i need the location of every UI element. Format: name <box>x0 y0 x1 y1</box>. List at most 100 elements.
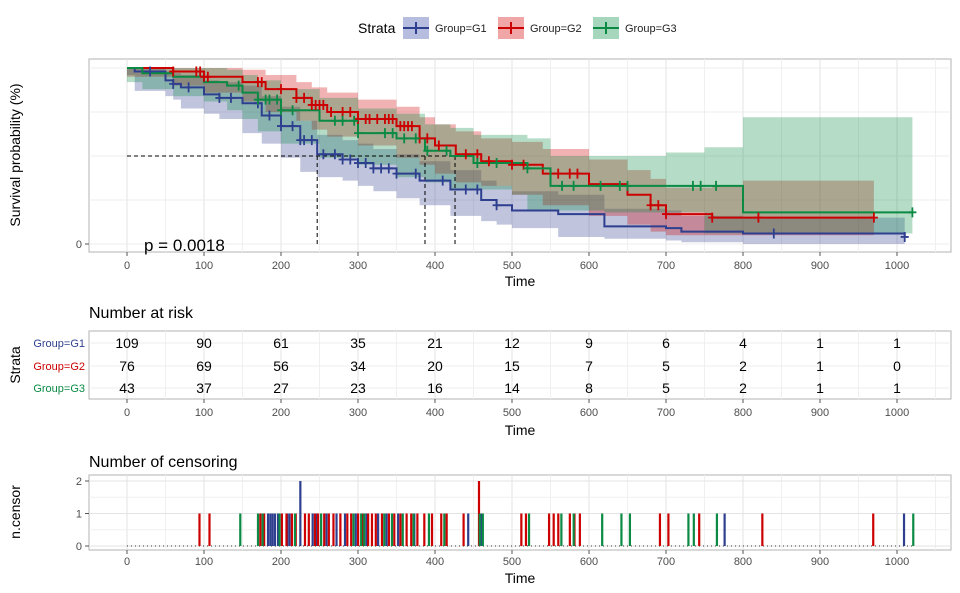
risk-table-cell: 56 <box>273 358 289 374</box>
censoring-bar-g3 <box>692 513 695 546</box>
censoring-panel: Number of censoring 0 100 200 300 400 500 600 7… <box>7 454 952 586</box>
risk-table-cell: 69 <box>196 358 212 374</box>
censoring-bar-g2 <box>259 513 262 546</box>
censor-mark-g3 <box>265 94 274 105</box>
censoring-bar-g3 <box>352 513 355 546</box>
censor-mark-g1 <box>438 175 447 186</box>
censor-mark-g3 <box>442 145 451 156</box>
censor-mark-g1 <box>769 228 778 239</box>
censoring-x-tick-label: 900 <box>811 556 829 568</box>
censoring-bar-g1 <box>467 513 470 546</box>
censor-mark-g2 <box>565 168 574 179</box>
censor-mark-g1 <box>277 121 285 132</box>
risk-x-tick-label: 1000 <box>885 407 909 419</box>
risk-table-cell: 76 <box>119 358 135 374</box>
risk-table-cell: 20 <box>427 358 443 374</box>
censoring-bar-g1 <box>902 513 906 546</box>
censor-mark-g3 <box>596 180 605 191</box>
censor-mark-g2 <box>292 92 301 103</box>
censoring-bars <box>127 481 915 547</box>
risk-table-cell: 6 <box>662 335 670 351</box>
censor-mark-g2 <box>662 209 670 220</box>
risk-x-tick-label: 800 <box>734 407 752 419</box>
censoring-bar-g2 <box>445 513 448 546</box>
censor-mark-g1 <box>411 168 420 179</box>
risk-table-panel: Number at risk 109 90 61 35 21 12 9 6 4 1 176 69 56 3… <box>7 305 952 438</box>
censoring-bar-g3 <box>912 513 915 546</box>
censor-mark-g2 <box>354 114 362 125</box>
censoring-bar-g2 <box>285 513 288 546</box>
risk-table-cell: 0 <box>893 358 901 374</box>
risk-strata-label-g1: Group=G1 <box>33 338 85 350</box>
censoring-bar-g1 <box>276 513 280 546</box>
censoring-bar-g2 <box>405 513 408 546</box>
censor-mark-g3 <box>492 158 501 169</box>
censor-mark-g2 <box>508 159 516 170</box>
censoring-bar-g2 <box>872 513 875 546</box>
risk-x-tick-label: 200 <box>272 407 290 419</box>
survival-x-tick-label: 400 <box>426 260 444 272</box>
risk-x-tick-label: 400 <box>426 407 444 419</box>
censor-mark-g3 <box>380 128 389 139</box>
censoring-bar-g3 <box>478 513 481 546</box>
risk-table-cell: 61 <box>273 335 289 351</box>
censor-mark-g2 <box>338 107 347 117</box>
censor-mark-g1 <box>492 200 501 211</box>
censoring-bar-g1 <box>288 513 291 546</box>
censor-mark-g3 <box>338 115 347 126</box>
censor-mark-g1 <box>330 149 339 160</box>
censoring-bar-g2 <box>393 513 396 546</box>
censoring-x-tick-label: 800 <box>734 556 752 568</box>
censoring-bar-g3 <box>601 513 604 546</box>
censoring-bar-g2 <box>290 513 293 546</box>
censoring-x-axis-title: Time <box>505 570 536 586</box>
risk-table-cells: 109 90 61 35 21 12 9 6 4 1 176 69 56 34 20 15 7 5 2 1 043 37 2… <box>115 335 901 396</box>
survival-curve-g3 <box>127 67 913 214</box>
risk-strata-label-g2: Group=G2 <box>33 361 85 373</box>
survival-x-tick-label: 900 <box>811 260 829 272</box>
risk-table-cell: 90 <box>196 335 212 351</box>
censoring-bar-g2 <box>350 513 353 546</box>
censor-mark-g1 <box>900 231 909 242</box>
censoring-bar-g2 <box>423 513 426 546</box>
censoring-title: Number of censoring <box>89 454 238 471</box>
censor-mark-g1 <box>384 163 393 174</box>
survival-x-tick-label: 500 <box>503 260 521 272</box>
censoring-y-axis-title: n.censor <box>7 485 23 539</box>
censoring-x-tick-label: 200 <box>272 556 290 568</box>
survival-y-tick-label: 0 <box>76 239 82 251</box>
survival-y-axis-title: Survival probability (%) <box>7 83 23 226</box>
risk-table-gridlines <box>89 331 951 399</box>
censoring-x-tick-label: 300 <box>349 556 367 568</box>
risk-strata-label-g3: Group=G3 <box>33 383 85 395</box>
censor-mark-g2 <box>196 66 205 77</box>
censoring-bar-g2 <box>307 513 310 546</box>
legend-title: Strata <box>358 20 396 36</box>
censoring-x-tick-label: 0 <box>124 556 130 568</box>
censoring-bar-g3 <box>363 513 366 546</box>
censoring-bar-g3 <box>278 513 281 546</box>
censor-mark-g3 <box>423 145 432 156</box>
censoring-bar-g2 <box>557 513 560 546</box>
censoring-bar-g3 <box>239 513 242 546</box>
censoring-bar-g1 <box>385 513 388 546</box>
censor-mark-g3 <box>330 115 339 126</box>
censoring-bar-g3 <box>360 513 363 546</box>
risk-table-cell: 21 <box>427 335 443 351</box>
censoring-bar-g2 <box>323 513 326 546</box>
censoring-x-tick-label: 100 <box>195 556 213 568</box>
censoring-bar-g1 <box>365 513 368 546</box>
risk-table-cell: 1 <box>816 335 824 351</box>
censor-mark-g2 <box>373 114 382 125</box>
legend-key-g1: Group=G1 <box>403 17 487 39</box>
censoring-bar-g3 <box>293 513 297 546</box>
p-value-annotation: p = 0.0018 <box>144 236 225 255</box>
censor-mark-g3 <box>908 207 917 218</box>
risk-table-cell: 12 <box>504 335 520 351</box>
censoring-x-tick-label: 400 <box>426 556 444 568</box>
censor-mark-g2 <box>169 66 178 77</box>
censoring-bar-g1 <box>723 513 726 546</box>
censoring-bar-g1 <box>325 513 328 546</box>
risk-table-cell: 5 <box>662 380 670 396</box>
